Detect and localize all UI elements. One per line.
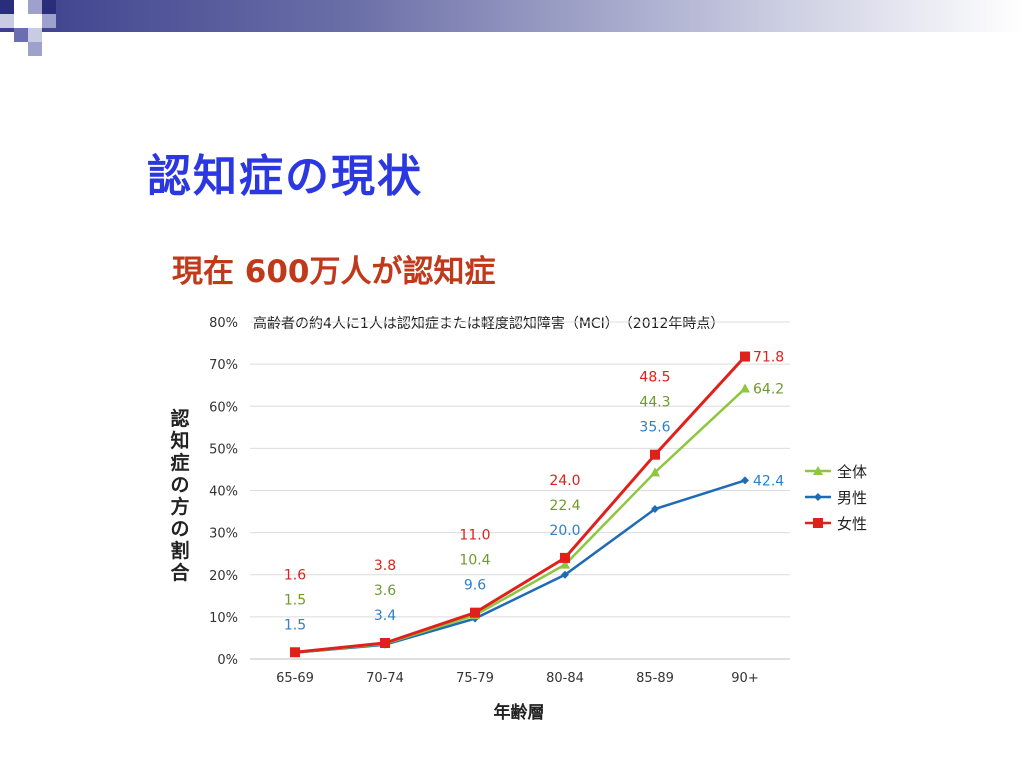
data-label: 3.8 bbox=[374, 558, 396, 574]
data-label: 71.8 bbox=[753, 350, 784, 366]
data-label: 10.4 bbox=[459, 553, 490, 569]
y-axis-label-char: 合 bbox=[170, 561, 190, 584]
y-tick-label: 60% bbox=[209, 400, 238, 415]
marker-square bbox=[470, 607, 480, 618]
x-axis-label: 年齢層 bbox=[494, 702, 545, 723]
y-axis-label-char: の bbox=[170, 518, 189, 540]
x-tick-label: 85-89 bbox=[636, 671, 674, 686]
data-label: 3.4 bbox=[374, 608, 396, 624]
series-lines bbox=[294, 355, 747, 654]
y-tick-label: 30% bbox=[209, 527, 238, 542]
y-axis-label-char: 認 bbox=[170, 407, 189, 430]
marker-triangle bbox=[650, 467, 660, 477]
header-gradient-band bbox=[0, 0, 1024, 32]
x-tick-label: 80-84 bbox=[546, 671, 584, 686]
legend-label: 女性 bbox=[837, 515, 867, 533]
legend-label: 男性 bbox=[837, 489, 867, 507]
slide-title: 認知症の現状 bbox=[147, 151, 423, 202]
marker-square bbox=[380, 637, 390, 648]
y-tick-label: 70% bbox=[209, 358, 238, 373]
y-tick-label: 50% bbox=[209, 442, 238, 457]
y-tick-label: 20% bbox=[209, 569, 238, 584]
y-tick-label: 40% bbox=[209, 485, 238, 500]
x-tick-label: 75-79 bbox=[456, 671, 494, 686]
data-label: 9.6 bbox=[464, 578, 486, 594]
data-label: 35.6 bbox=[639, 420, 670, 436]
marker-triangle bbox=[740, 383, 750, 393]
legend-label: 全体 bbox=[837, 463, 867, 481]
marker-square bbox=[560, 552, 570, 563]
marker-triangle bbox=[560, 559, 570, 569]
series-line-女性 bbox=[294, 355, 747, 654]
data-labels: 1.6 1.5 1.5 3.8 3.6 3.4 11.0 10.4 9.6 24.0 22.4 20.… bbox=[284, 350, 784, 634]
data-label: 44.3 bbox=[639, 395, 670, 411]
x-tick-label: 90+ bbox=[731, 671, 758, 686]
data-label: 1.5 bbox=[284, 592, 306, 608]
marker-square bbox=[650, 449, 660, 460]
y-tick-label: 10% bbox=[209, 611, 238, 626]
y-axis-label-char: 症 bbox=[170, 451, 189, 474]
y-tick-labels: 0% 10% 20% 30% 40% 50% 60% 70% 80% bbox=[209, 316, 238, 668]
marker-diamond bbox=[561, 570, 569, 579]
legend-marker bbox=[814, 493, 822, 501]
data-label: 1.6 bbox=[284, 567, 306, 583]
data-label: 48.5 bbox=[639, 370, 670, 386]
data-label: 22.4 bbox=[549, 498, 580, 514]
marker-square bbox=[290, 647, 300, 658]
marker-diamond bbox=[651, 505, 659, 514]
y-axis-label-char: 知 bbox=[170, 429, 189, 452]
data-label: 11.0 bbox=[459, 528, 490, 544]
y-axis-label-char: 方 bbox=[170, 495, 189, 518]
data-label: 1.5 bbox=[284, 617, 306, 633]
legend-marker bbox=[813, 518, 823, 528]
x-tick-label: 70-74 bbox=[366, 671, 404, 686]
x-tick-labels: 65-69 70-74 75-79 80-84 85-89 90+ bbox=[276, 671, 759, 686]
data-label: 3.6 bbox=[374, 583, 396, 599]
data-label: 20.0 bbox=[549, 523, 580, 539]
chart-title: 高齢者の約4人に1人は認知症または軽度認知障害（MCI） （2012年時点） bbox=[253, 315, 724, 332]
data-label: 42.4 bbox=[753, 473, 784, 489]
marker-square bbox=[740, 351, 750, 362]
grid-lines bbox=[250, 321, 790, 660]
data-label: 64.2 bbox=[753, 382, 784, 398]
legend-marker bbox=[813, 466, 823, 475]
marker-diamond bbox=[741, 476, 749, 485]
decorative-squares bbox=[0, 0, 80, 62]
slide-subtitle: 現在 600万人が認知症 bbox=[172, 254, 496, 290]
series-line-男性 bbox=[294, 479, 746, 654]
y-tick-label: 0% bbox=[217, 653, 238, 668]
y-tick-label: 80% bbox=[209, 316, 238, 331]
x-tick-label: 65-69 bbox=[276, 671, 314, 686]
y-axis-label-char: 割 bbox=[170, 539, 189, 562]
y-axis-label-char: の bbox=[170, 474, 189, 496]
data-label: 24.0 bbox=[549, 473, 580, 489]
series-markers bbox=[290, 351, 750, 658]
